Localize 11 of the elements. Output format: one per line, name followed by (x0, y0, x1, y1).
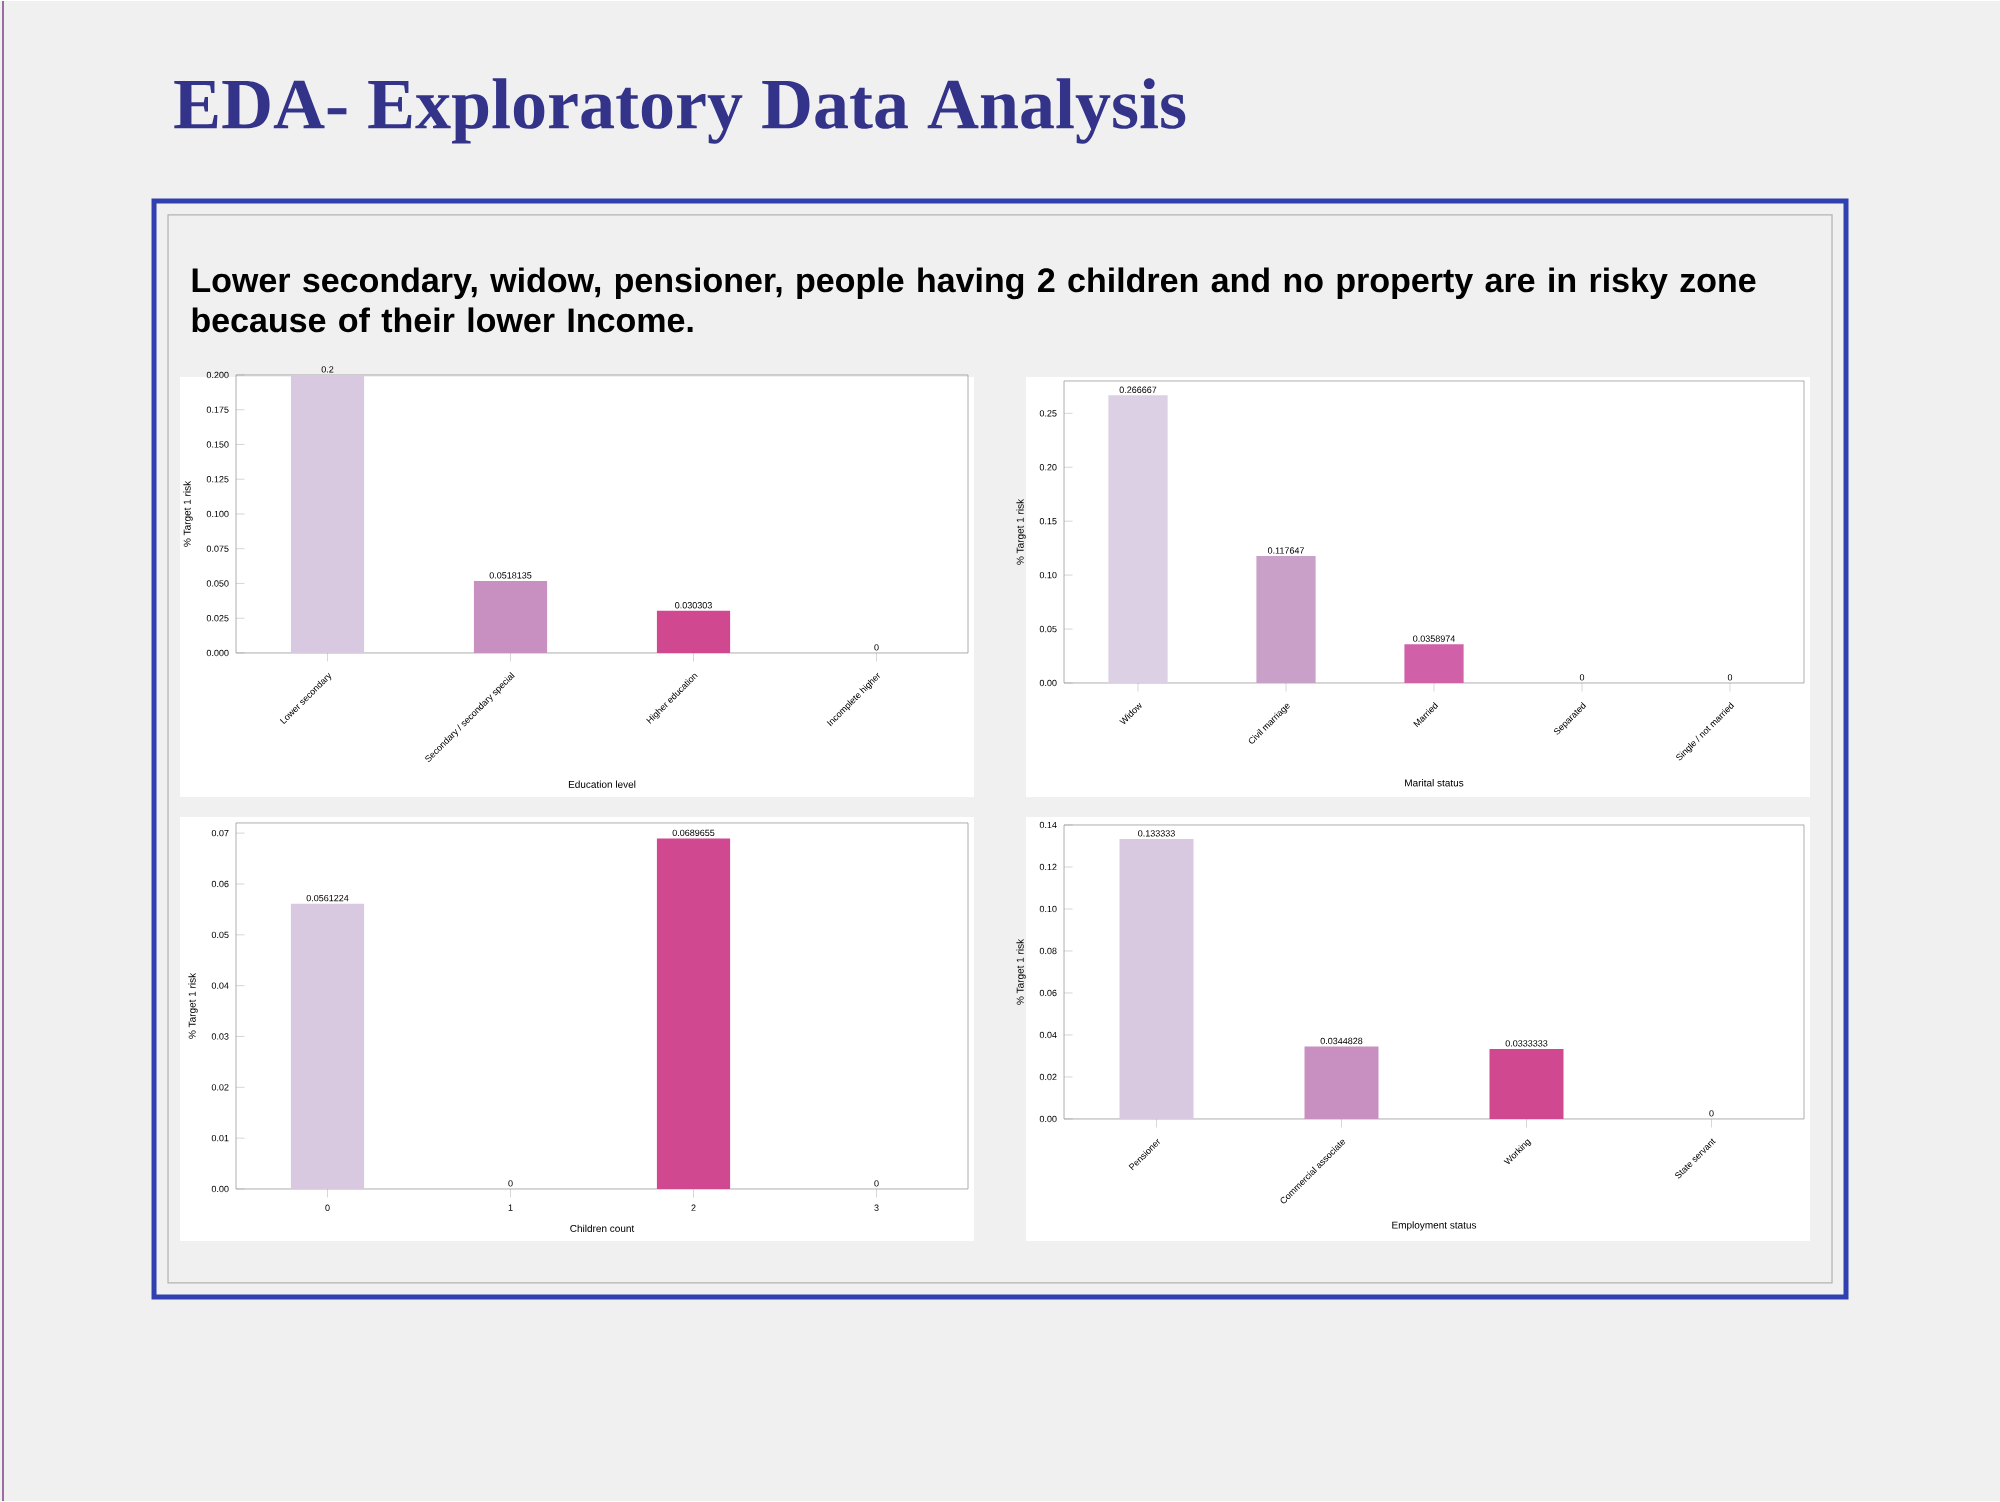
chart-subtitle: Lower secondary, widow, pensioner, people having 2 children and no property are in risky zone because of their lower Income. (192, 267, 1756, 333)
bar (1489, 1048, 1564, 1119)
bar (1119, 838, 1194, 1119)
bar (290, 374, 365, 653)
bar (1304, 1046, 1379, 1119)
chart-title: EDA- Exploratory Data Analysis (174, 78, 1186, 144)
bar (656, 610, 731, 653)
bar (1108, 395, 1168, 683)
bar (1404, 644, 1464, 683)
bar (473, 580, 548, 653)
bar (1256, 556, 1316, 683)
